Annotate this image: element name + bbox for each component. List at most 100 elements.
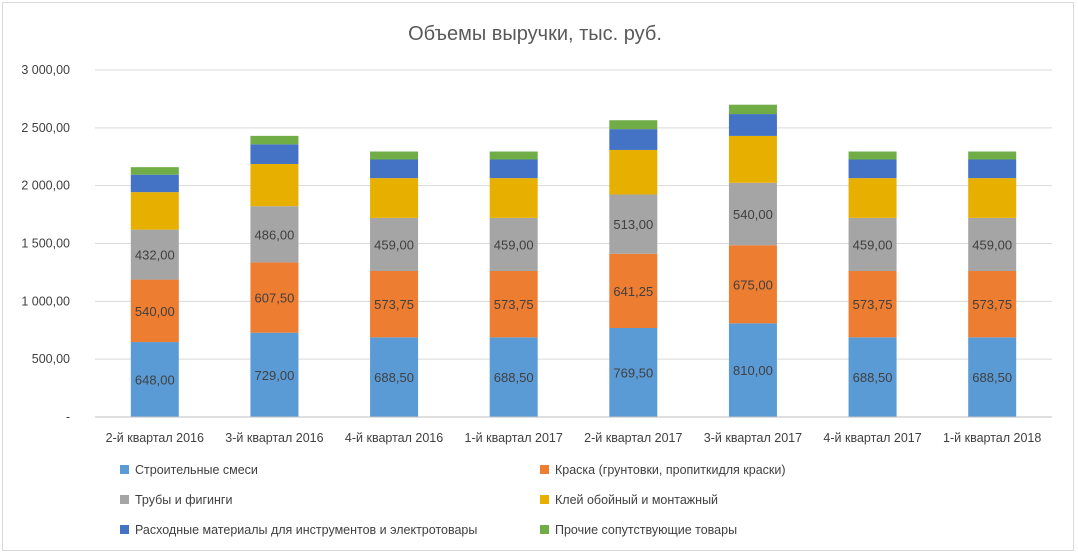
y-tick-label: 1 000,00: [21, 294, 70, 308]
bar-segment: [968, 217, 1017, 271]
bar-segment: [130, 167, 179, 175]
bar-segment: [489, 159, 538, 179]
bar-segment: [370, 159, 419, 179]
data-label: 459,00: [494, 237, 534, 252]
y-tick-label: 500,00: [32, 352, 70, 366]
legend-entry: Клей обойный и монтажный: [555, 493, 718, 507]
bar-segment: [848, 159, 897, 179]
bar-segment: [848, 337, 897, 417]
data-label: 769,50: [613, 365, 653, 380]
data-label: 513,00: [613, 217, 653, 232]
bar-segment: [968, 178, 1017, 218]
bar-segment: [250, 262, 299, 333]
x-category-label: 4-й квартал 2017: [823, 431, 921, 445]
chart-title: Объемы выручки, тыс. руб.: [408, 23, 662, 45]
legend-swatch: [120, 465, 129, 474]
bar-segment: [609, 253, 658, 328]
data-label: 688,50: [853, 370, 893, 385]
data-label: 688,50: [374, 370, 414, 385]
x-category-label: 4-й квартал 2016: [345, 431, 443, 445]
data-label: 540,00: [135, 304, 175, 319]
bar-segment: [728, 245, 777, 324]
data-label: 641,25: [613, 284, 653, 299]
bar-segment: [848, 270, 897, 338]
legend-entry: Строительные смеси: [135, 463, 258, 477]
legend: Строительные смеси Краска (грунтовки, про…: [120, 463, 786, 537]
bar-segment: [968, 337, 1017, 417]
bar-segment: [370, 151, 419, 160]
bar-segment: [370, 217, 419, 271]
legend-swatch: [120, 525, 129, 534]
data-label: 810,00: [733, 363, 773, 378]
data-label: 648,00: [135, 373, 175, 388]
bar-segment: [250, 163, 299, 207]
data-label: 573,75: [853, 297, 893, 312]
bar-segment: [130, 229, 179, 280]
y-tick-label: 2 500,00: [21, 121, 70, 135]
bar-segment: [489, 217, 538, 271]
data-label: 459,00: [972, 237, 1012, 252]
bar-segment: [489, 178, 538, 218]
bar-segment: [130, 342, 179, 417]
bar-segment: [250, 135, 299, 145]
bar-segment: [370, 178, 419, 218]
bar-segment: [609, 129, 658, 150]
data-label: 675,00: [733, 277, 773, 292]
bar-segment: [130, 192, 179, 230]
bar-segment: [489, 337, 538, 417]
x-category-label: 1-й квартал 2018: [943, 431, 1041, 445]
legend-swatch: [540, 525, 549, 534]
data-label: 688,50: [972, 370, 1012, 385]
x-category-label: 2-й квартал 2016: [106, 431, 204, 445]
y-tick-label: 3 000,00: [21, 63, 70, 77]
bar-segment: [728, 323, 777, 417]
bar-segment: [848, 217, 897, 271]
gridlines: [95, 69, 1052, 360]
bar-segment: [250, 144, 299, 164]
bar-segment: [609, 194, 658, 254]
data-label: 573,75: [374, 297, 414, 312]
x-axis-category-labels: 2-й квартал 2016 3-й квартал 2016 4-й квар…: [106, 431, 1042, 445]
data-label: 573,75: [494, 297, 534, 312]
legend-swatch: [540, 495, 549, 504]
bar-segment: [250, 206, 299, 263]
bars: [130, 104, 1017, 417]
legend-entry: Расходные материалы для инструментов и э…: [135, 523, 477, 537]
bar-segment: [609, 149, 658, 195]
data-labels: 648,00 540,00 432,00 729,00 607,50 486,00 688,…: [135, 207, 1012, 388]
legend-entry: Трубы и фигинги: [135, 493, 232, 507]
data-label: 573,75: [972, 297, 1012, 312]
bar-segment: [609, 120, 658, 130]
x-category-label: 1-й квартал 2017: [465, 431, 563, 445]
bar-segment: [728, 104, 777, 115]
data-label: 432,00: [135, 248, 175, 263]
x-category-label: 3-й квартал 2017: [704, 431, 802, 445]
bar-segment: [848, 178, 897, 218]
bar-segment: [968, 159, 1017, 179]
y-tick-label: 1 500,00: [21, 237, 70, 251]
bar-segment: [250, 332, 299, 417]
data-label: 607,50: [255, 291, 295, 306]
data-label: 688,50: [494, 370, 534, 385]
bar-segment: [370, 270, 419, 338]
x-category-label: 2-й квартал 2017: [584, 431, 682, 445]
data-label: 729,00: [255, 368, 295, 383]
y-tick-label: -: [66, 410, 70, 424]
bar-segment: [848, 151, 897, 160]
bar-segment: [609, 327, 658, 417]
bar-segment: [968, 151, 1017, 160]
bar-segment: [489, 151, 538, 160]
bar-segment: [370, 337, 419, 417]
bar-segment: [728, 135, 777, 183]
x-category-label: 3-й квартал 2016: [225, 431, 323, 445]
legend-swatch: [120, 495, 129, 504]
legend-swatch: [540, 465, 549, 474]
data-label: 540,00: [733, 207, 773, 222]
bar-segment: [728, 182, 777, 246]
data-label: 459,00: [374, 237, 414, 252]
legend-entry: Прочие сопутствующие товары: [555, 523, 737, 537]
bar-segment: [130, 279, 179, 343]
data-label: 459,00: [853, 237, 893, 252]
bar-segment: [489, 270, 538, 338]
